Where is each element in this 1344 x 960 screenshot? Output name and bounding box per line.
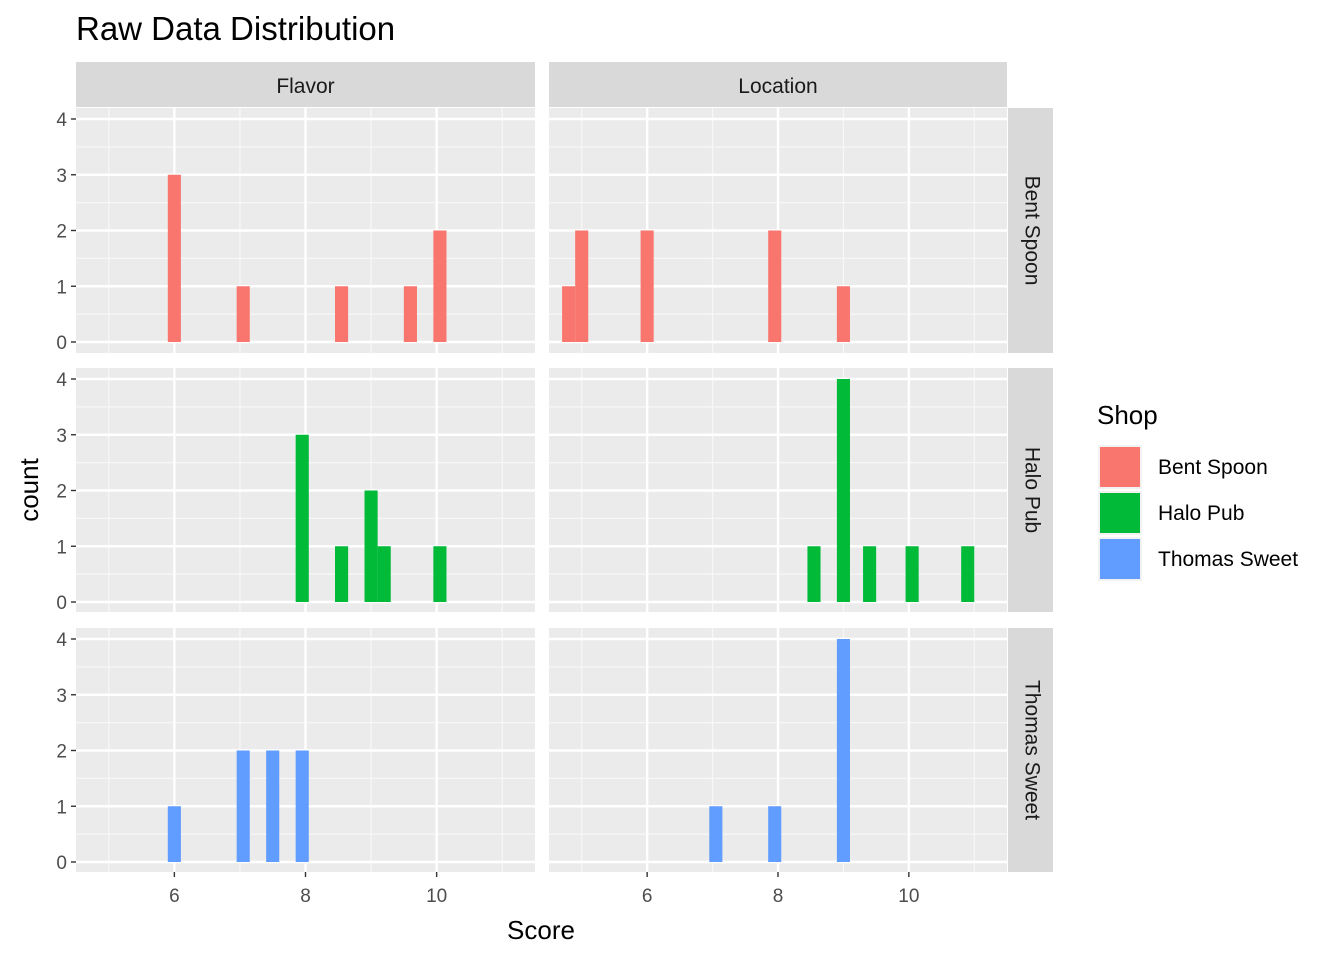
strip-row-halo-pub: Halo Pub bbox=[1008, 368, 1053, 612]
x-tick-label: 6 bbox=[169, 886, 180, 907]
strip-label: Location bbox=[738, 75, 817, 98]
x-tick-label: 8 bbox=[300, 886, 311, 907]
x-tick-label: 6 bbox=[642, 886, 653, 907]
histogram-bar bbox=[236, 286, 250, 342]
y-tick-label: 4 bbox=[56, 110, 67, 131]
y-tick-label: 2 bbox=[56, 742, 67, 763]
panel-flavor-bent-spoon bbox=[76, 108, 535, 353]
y-tick-label: 1 bbox=[56, 797, 67, 818]
strip-label: Thomas Sweet bbox=[1021, 680, 1044, 820]
histogram-bar bbox=[768, 806, 782, 862]
strip-label: Flavor bbox=[276, 75, 334, 98]
histogram-bar bbox=[961, 546, 975, 602]
x-tick-label: 10 bbox=[426, 886, 447, 907]
histogram-bar bbox=[295, 434, 309, 602]
y-tick-label: 4 bbox=[56, 630, 67, 651]
y-tick-label: 3 bbox=[56, 166, 67, 187]
histogram-bar bbox=[236, 750, 250, 862]
facet-panels bbox=[76, 108, 1007, 872]
strip-row-thomas-sweet: Thomas Sweet bbox=[1008, 628, 1053, 872]
chart-title: Raw Data Distribution bbox=[76, 10, 395, 47]
panel-flavor-thomas-sweet bbox=[76, 628, 535, 872]
y-tick-label: 0 bbox=[56, 853, 67, 874]
histogram-bar bbox=[167, 174, 181, 342]
histogram-bar bbox=[433, 546, 447, 602]
facet-strips: Flavor Location Bent Spoon Halo Pub Thomas S… bbox=[76, 62, 1053, 872]
histogram-bar bbox=[335, 286, 349, 342]
y-tick-label: 0 bbox=[56, 333, 67, 354]
panel-location-bent-spoon bbox=[549, 108, 1007, 353]
panel-flavor-halo-pub bbox=[76, 368, 535, 612]
strip-background bbox=[549, 62, 1007, 107]
x-tick-label: 8 bbox=[773, 886, 784, 907]
y-tick-label: 2 bbox=[56, 482, 67, 503]
strip-background bbox=[1008, 108, 1053, 353]
legend-label: Halo Pub bbox=[1158, 502, 1244, 525]
histogram-bar bbox=[807, 546, 821, 602]
legend-swatch bbox=[1100, 539, 1140, 579]
legend-title: Shop bbox=[1097, 400, 1158, 430]
histogram-bar bbox=[377, 546, 391, 602]
panel-location-halo-pub bbox=[549, 368, 1007, 612]
histogram-bar bbox=[335, 546, 349, 602]
legend-swatch bbox=[1100, 493, 1140, 533]
strip-column-flavor: Flavor bbox=[76, 62, 535, 107]
strip-row-bent-spoon: Bent Spoon bbox=[1008, 108, 1053, 353]
strip-background bbox=[76, 62, 535, 107]
legend-entry-thomas-sweet: Thomas Sweet bbox=[1098, 537, 1298, 581]
strip-label: Bent Spoon bbox=[1021, 176, 1044, 286]
histogram-bar bbox=[364, 490, 378, 602]
x-tick-label: 10 bbox=[898, 886, 919, 907]
y-tick-label: 2 bbox=[56, 222, 67, 243]
histogram-bar bbox=[562, 286, 576, 342]
histogram-bar bbox=[836, 639, 850, 862]
histogram-bar bbox=[640, 230, 654, 342]
histogram-bar bbox=[575, 230, 589, 342]
histogram-bar bbox=[836, 286, 850, 342]
histogram-bar bbox=[295, 750, 309, 862]
histogram-bar bbox=[836, 379, 850, 602]
histogram-bar bbox=[403, 286, 417, 342]
x-axis-title: Score bbox=[507, 915, 575, 945]
y-tick-label: 1 bbox=[56, 277, 67, 298]
legend-entry-bent-spoon: Bent Spoon bbox=[1098, 445, 1268, 489]
legend-entry-halo-pub: Halo Pub bbox=[1098, 491, 1244, 535]
strip-label: Halo Pub bbox=[1021, 447, 1044, 533]
histogram-bar bbox=[266, 750, 280, 862]
y-tick-label: 3 bbox=[56, 426, 67, 447]
strip-background bbox=[1008, 628, 1053, 872]
histogram-bar bbox=[709, 806, 723, 862]
strip-column-location: Location bbox=[549, 62, 1007, 107]
histogram-bar bbox=[768, 230, 782, 342]
histogram-bar bbox=[167, 806, 181, 862]
legend-label: Thomas Sweet bbox=[1158, 548, 1298, 571]
histogram-bar bbox=[433, 230, 447, 342]
y-axis-title: count bbox=[14, 457, 44, 521]
histogram-bar bbox=[863, 546, 877, 602]
legend-swatch bbox=[1100, 447, 1140, 487]
y-tick-label: 0 bbox=[56, 593, 67, 614]
y-tick-label: 4 bbox=[56, 370, 67, 391]
legend-label: Bent Spoon bbox=[1158, 456, 1268, 479]
strip-background bbox=[1008, 368, 1053, 612]
legend: Shop Bent Spoon Halo Pub Thomas Sweet bbox=[1097, 400, 1298, 581]
histogram-bar bbox=[905, 546, 919, 602]
y-tick-label: 3 bbox=[56, 686, 67, 707]
y-tick-label: 1 bbox=[56, 537, 67, 558]
axes: 0 1 2 3 4 0 1 2 3 4 0 1 2 3 4 6 8 10 6 8 10 bbox=[56, 110, 919, 907]
panel-location-thomas-sweet bbox=[549, 628, 1007, 872]
